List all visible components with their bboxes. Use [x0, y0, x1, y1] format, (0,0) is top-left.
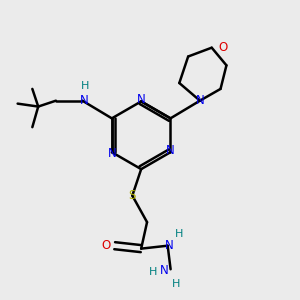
Text: H: H	[149, 267, 157, 277]
Text: O: O	[101, 239, 110, 252]
Text: N: N	[137, 93, 146, 106]
Text: N: N	[107, 147, 116, 160]
Text: N: N	[166, 144, 175, 157]
Text: N: N	[80, 94, 88, 107]
Text: S: S	[129, 189, 136, 202]
Text: H: H	[175, 229, 184, 239]
Text: O: O	[219, 41, 228, 54]
Text: N: N	[160, 264, 169, 277]
Text: N: N	[165, 239, 173, 252]
Text: H: H	[172, 279, 181, 289]
Text: H: H	[81, 81, 89, 91]
Text: N: N	[196, 94, 204, 107]
